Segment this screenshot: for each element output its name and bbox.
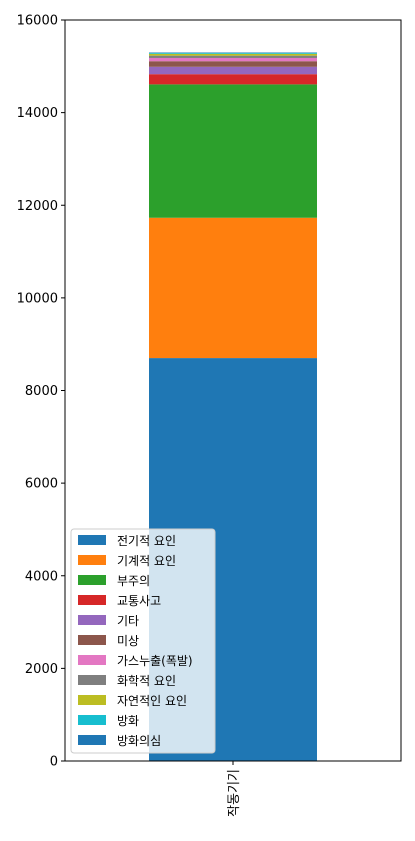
legend-label-10: 방화의심	[117, 734, 161, 748]
legend-label-3: 교통사고	[117, 594, 161, 608]
bar-segment-9	[149, 52, 317, 54]
legend-label-6: 가스누출(폭발)	[117, 654, 193, 668]
y-tick-label-3: 6000	[25, 477, 58, 492]
y-tick-label-2: 4000	[25, 569, 58, 584]
y-tick-label-4: 8000	[25, 384, 58, 399]
legend-swatch-10	[78, 735, 106, 745]
y-tick-label-6: 12000	[17, 199, 58, 214]
x-tick-label-0: 작동기기	[227, 769, 242, 817]
legend-swatch-9	[78, 715, 106, 725]
legend-label-0: 전기적 요인	[117, 534, 176, 548]
legend-label-5: 미상	[117, 634, 139, 648]
legend-swatch-8	[78, 695, 106, 705]
legend-box	[70, 528, 216, 754]
legend-label-9: 방화	[117, 714, 139, 728]
legend-swatch-5	[78, 635, 106, 645]
y-tick-label-0: 0	[50, 755, 58, 770]
bar-segment-1	[149, 217, 317, 359]
bar-segment-7	[149, 55, 317, 58]
legend-swatch-4	[78, 615, 106, 625]
legend-swatch-7	[78, 675, 106, 685]
legend-label-8: 자연적인 요인	[117, 694, 187, 708]
legend-swatch-2	[78, 575, 106, 585]
legend-label-2: 부주의	[117, 574, 150, 588]
legend-swatch-0	[78, 535, 106, 545]
legend-swatch-6	[78, 655, 106, 665]
bar-segment-5	[149, 61, 317, 67]
bar-segment-3	[149, 74, 317, 85]
legend-label-4: 기타	[117, 614, 139, 628]
y-tick-label-1: 2000	[25, 662, 58, 677]
y-tick-label-5: 10000	[17, 291, 58, 306]
bar-segment-2	[149, 84, 317, 218]
legend-swatch-3	[78, 595, 106, 605]
bar-segment-8	[149, 53, 317, 56]
y-axis: 0 2000 4000 6000 8000 10000 12000 14000 16000	[17, 14, 65, 770]
legend-label-7: 화학적 요인	[117, 674, 176, 688]
legend-swatch-1	[78, 555, 106, 565]
y-tick-label-7: 14000	[17, 106, 58, 121]
bar-segment-4	[149, 66, 317, 75]
bar-segment-6	[149, 57, 317, 62]
y-tick-label-8: 16000	[17, 14, 58, 29]
x-axis: 작동기기	[227, 761, 242, 817]
legend-label-1: 기계적 요인	[117, 554, 176, 568]
